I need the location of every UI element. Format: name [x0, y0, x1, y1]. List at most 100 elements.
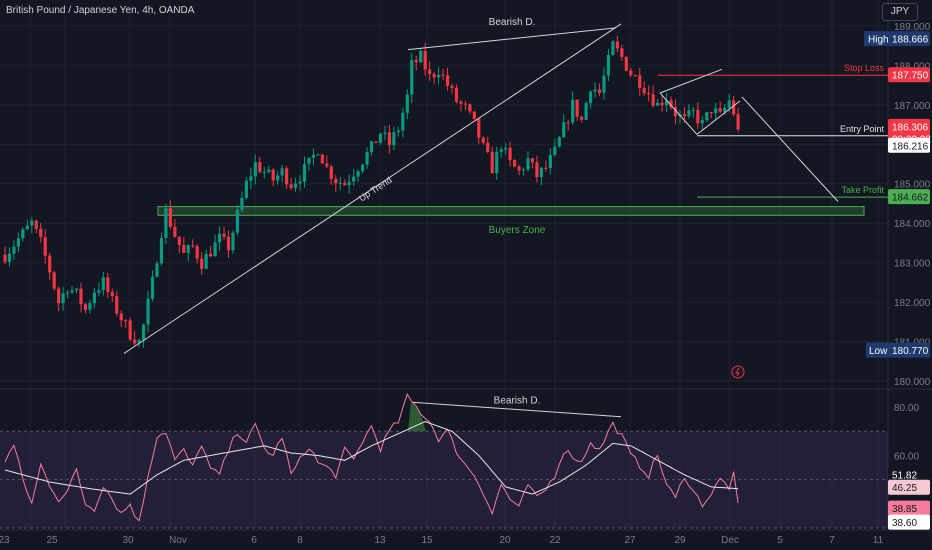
candle-body	[155, 263, 159, 277]
candle-body	[200, 258, 204, 269]
buyers-zone-label: Buyers Zone	[489, 225, 546, 236]
price-tick-label: 182.000	[894, 298, 931, 309]
candle-body	[486, 142, 490, 152]
candle-body	[298, 181, 302, 184]
candle-body	[276, 175, 280, 181]
candle-body	[664, 100, 669, 106]
candle-body	[606, 55, 611, 76]
time-label: 7	[829, 535, 835, 546]
candle-body	[593, 89, 597, 92]
entry-value-tag: 186.216	[892, 141, 929, 152]
candle-body	[307, 157, 311, 165]
candle-body	[34, 220, 38, 229]
candle-body	[25, 225, 29, 230]
candle-body	[691, 109, 695, 111]
bearish-divergence-line	[407, 27, 617, 51]
candle-body	[557, 137, 561, 147]
candle-body	[472, 111, 476, 119]
time-label: Nov	[169, 535, 187, 546]
low-label: Low	[869, 346, 888, 357]
high-value-tag: 188.666	[892, 35, 929, 46]
candle-body	[521, 169, 526, 171]
candle-body	[660, 102, 664, 106]
candle-body	[495, 151, 499, 174]
candle-body	[61, 293, 65, 304]
candle-body	[124, 320, 128, 322]
candle-body	[311, 154, 316, 158]
candle-body	[119, 313, 123, 321]
time-label: 29	[674, 535, 686, 546]
time-axis: 23 25 30 Nov 6 8 13 15 20 22 27 29 Dec 5 7 11	[0, 535, 884, 546]
candle-body	[588, 91, 593, 104]
channel-upper-line	[659, 68, 723, 94]
candle-body	[159, 237, 164, 264]
lightning-glyph-icon	[735, 367, 740, 377]
candle-body	[253, 162, 257, 177]
time-label: 25	[46, 535, 58, 546]
current-price-tag: 186.306	[892, 122, 929, 133]
entry-value-tag-bg	[888, 137, 930, 153]
rsi-panel	[0, 393, 888, 529]
candle-body	[267, 169, 271, 172]
buyers-zone-layer	[157, 206, 865, 216]
candle-body	[530, 158, 535, 163]
candles	[3, 35, 740, 348]
candle-body	[723, 107, 727, 112]
rsi-low-value-tag-bg	[888, 514, 930, 530]
candle-body	[164, 208, 168, 238]
candle-body	[597, 89, 602, 93]
entry-point-label: Entry Point	[840, 124, 885, 134]
candle-body	[441, 74, 445, 76]
candle-body	[352, 176, 356, 182]
candle-body	[30, 220, 34, 226]
candle-body	[378, 133, 383, 143]
candle-body	[535, 162, 539, 178]
up-trend-label: Up Trend	[357, 175, 394, 204]
candle-body	[235, 209, 240, 233]
high-label-bg	[864, 31, 888, 47]
rsi-bearish-divergence-label: Bearish D.	[494, 396, 541, 407]
grid	[0, 0, 932, 531]
candle-body	[709, 112, 713, 114]
candle-body	[343, 182, 347, 186]
buyers-zone-box	[157, 206, 865, 216]
price-tick-label: 189.000	[894, 22, 931, 33]
candle-body	[544, 167, 548, 169]
candle-body	[217, 233, 222, 243]
event-lightning-icon	[731, 365, 745, 379]
candle-body	[714, 108, 718, 113]
candle-body	[656, 102, 660, 106]
candle-body	[642, 88, 646, 94]
candle-body	[405, 94, 409, 113]
candle-body	[7, 253, 12, 262]
candle-body	[213, 242, 217, 257]
candle-body	[3, 254, 7, 262]
candle-body	[651, 94, 655, 106]
candle-body	[445, 75, 450, 86]
low-value-tag-bg	[888, 342, 930, 358]
candle-body	[499, 149, 503, 152]
candle-body	[365, 152, 369, 165]
time-label: 22	[549, 535, 561, 546]
time-label: 20	[499, 535, 511, 546]
candle-body	[316, 154, 320, 156]
candle-body	[562, 122, 566, 138]
candle-body	[682, 114, 687, 117]
candle-body	[454, 87, 459, 102]
candle-body	[146, 298, 150, 325]
rsi-value-tag-bg	[888, 500, 930, 516]
currency-button[interactable]: JPY	[882, 3, 918, 21]
candle-body	[700, 120, 704, 124]
candle-body	[450, 85, 454, 88]
low-value-tag: 180.770	[892, 346, 929, 357]
candle-body	[410, 60, 414, 95]
channel-lower-line	[696, 100, 741, 135]
candle-body	[293, 183, 298, 188]
candle-body	[204, 253, 208, 269]
candle-body	[209, 253, 213, 257]
price-tick-label: 185.000	[894, 180, 931, 191]
time-label: 30	[122, 535, 134, 546]
stop-value-tag: 187.750	[892, 71, 929, 82]
candle-body	[70, 290, 74, 293]
candle-body	[285, 168, 289, 185]
